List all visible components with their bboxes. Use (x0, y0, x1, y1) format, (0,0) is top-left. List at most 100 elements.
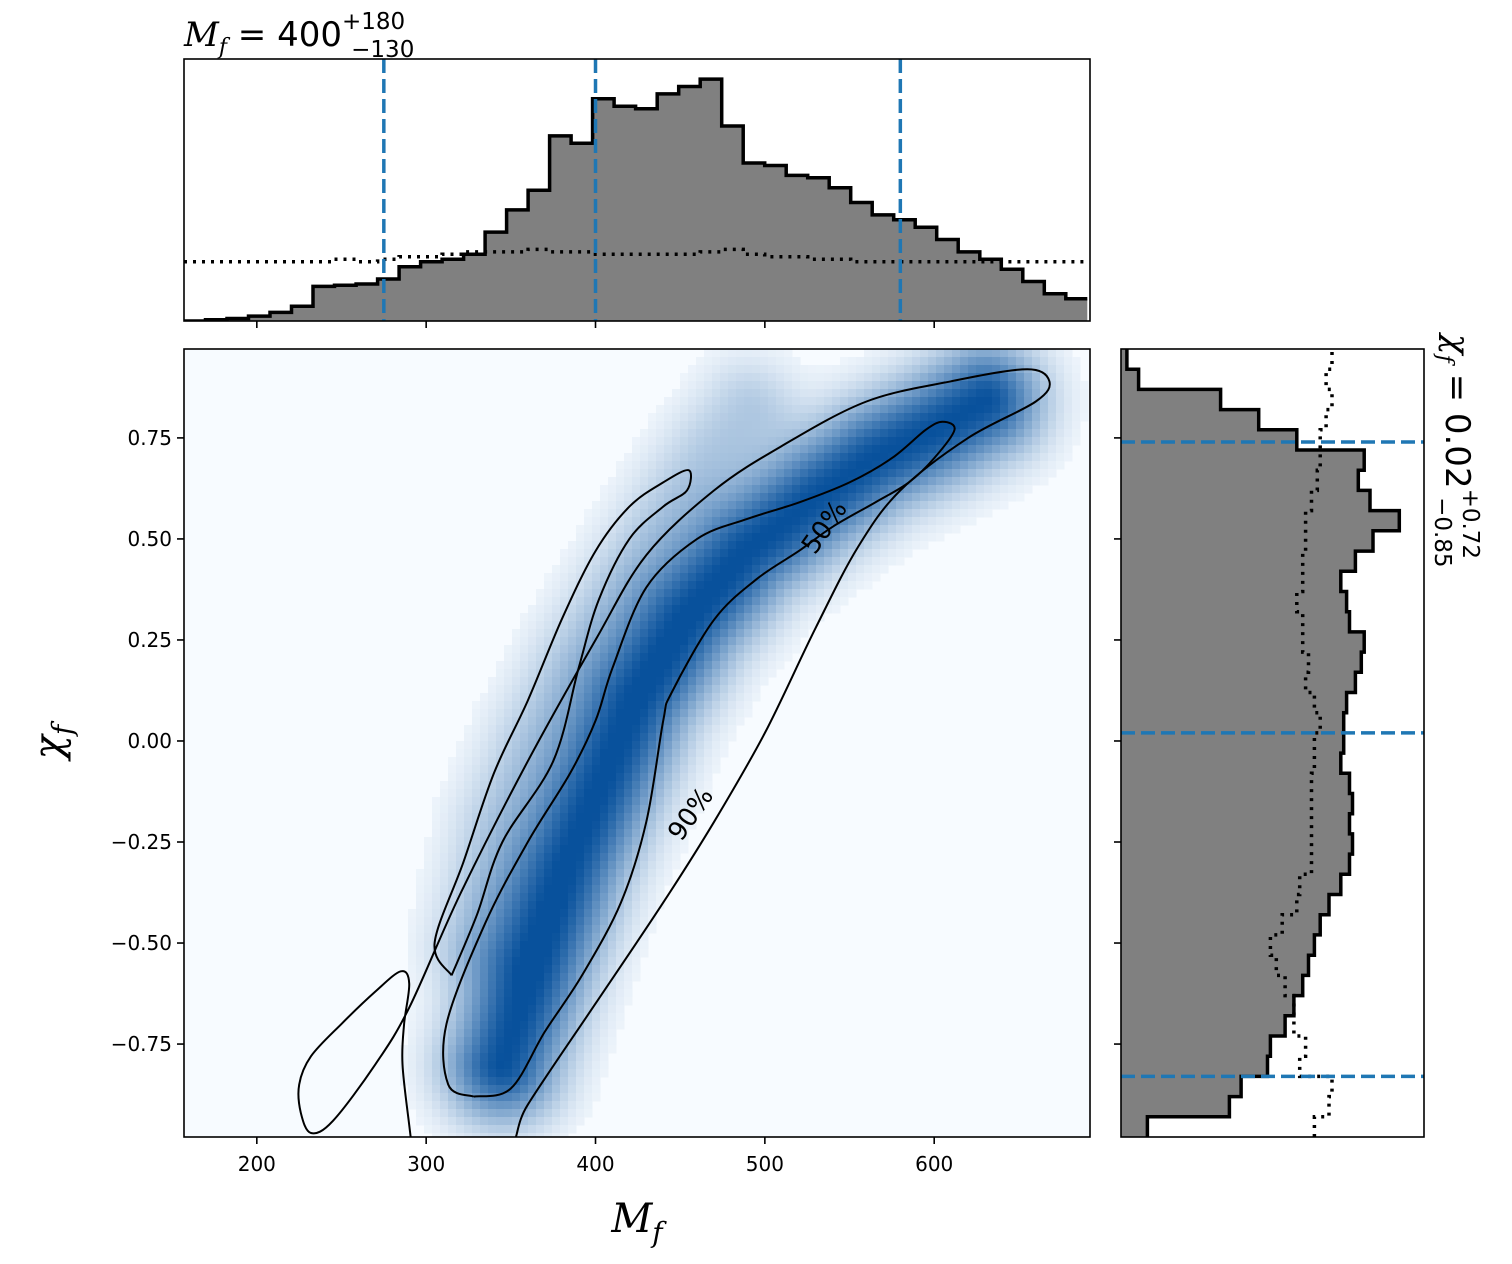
heatmap-cell (944, 397, 953, 406)
heatmap-cell (928, 469, 937, 478)
heatmap-cell (496, 901, 505, 910)
heatmap-cell (616, 989, 625, 998)
heatmap-cell (432, 989, 441, 998)
heatmap-cell (800, 541, 809, 550)
heatmap-cell (432, 997, 441, 1006)
heatmap-cell (864, 493, 873, 502)
heatmap-cell (504, 877, 513, 886)
heatmap-cell (912, 541, 921, 550)
heatmap-cell (816, 525, 825, 534)
heatmap-cell (800, 621, 809, 630)
heatmap-cell (720, 629, 729, 638)
top-title-median: = 400 (227, 15, 342, 55)
heatmap-cell (960, 517, 969, 526)
heatmap-cell (640, 461, 649, 470)
y-tick-label: 0.25 (127, 628, 172, 652)
heatmap-cell (496, 1077, 505, 1086)
heatmap-cell (584, 693, 593, 702)
heatmap-cell (744, 405, 753, 414)
heatmap-cell (776, 429, 785, 438)
heatmap-cell (680, 765, 689, 774)
heatmap-cell (752, 661, 761, 670)
heatmap-cell (792, 581, 801, 590)
heatmap-cell (536, 941, 545, 950)
heatmap-cell (712, 533, 721, 542)
heatmap-cell (648, 517, 657, 526)
heatmap-cell (504, 1117, 513, 1126)
heatmap-cell (624, 653, 633, 662)
heatmap-cell (520, 997, 529, 1006)
heatmap-cell (440, 781, 449, 790)
heatmap-cell (728, 373, 737, 382)
heatmap-cell (632, 669, 641, 678)
heatmap-cell (920, 373, 929, 382)
heatmap-cell (456, 1045, 465, 1054)
heatmap-cell (696, 733, 705, 742)
heatmap-cell (728, 717, 737, 726)
heatmap-cell (536, 621, 545, 630)
heatmap-cell (664, 661, 673, 670)
heatmap-cell (640, 717, 649, 726)
heatmap-cell (816, 405, 825, 414)
heatmap-cell (528, 821, 537, 830)
heatmap-cell (456, 813, 465, 822)
heatmap-cell (792, 485, 801, 494)
heatmap-cell (664, 669, 673, 678)
heatmap-cell (800, 397, 809, 406)
y-tick-label: 0.75 (127, 426, 172, 450)
heatmap-cell (968, 453, 977, 462)
heatmap-cell (448, 773, 457, 782)
heatmap-cell (432, 1045, 441, 1054)
heatmap-cell (680, 573, 689, 582)
heatmap-cell (1000, 453, 1009, 462)
heatmap-cell (544, 821, 553, 830)
heatmap-cell (1072, 421, 1081, 430)
heatmap-cell (656, 645, 665, 654)
heatmap-cell (472, 925, 481, 934)
heatmap-cell (888, 493, 897, 502)
heatmap-cell (720, 373, 729, 382)
heatmap-cell (680, 501, 689, 510)
heatmap-cell (752, 517, 761, 526)
heatmap-cell (464, 973, 473, 982)
heatmap-cell (416, 909, 425, 918)
heatmap-cell (696, 373, 705, 382)
heatmap-cell (896, 373, 905, 382)
heatmap-cell (728, 573, 737, 582)
heatmap-cell (640, 565, 649, 574)
heatmap-cell (912, 493, 921, 502)
heatmap-cell (760, 461, 769, 470)
heatmap-cell (1000, 421, 1009, 430)
heatmap-cell (584, 773, 593, 782)
heatmap-cell (680, 469, 689, 478)
heatmap-cell (568, 725, 577, 734)
heatmap-cell (608, 845, 617, 854)
heatmap-cell (872, 573, 881, 582)
heatmap-cell (576, 821, 585, 830)
heatmap-cell (552, 1093, 561, 1102)
heatmap-cell (536, 1125, 545, 1134)
heatmap-cell (824, 429, 833, 438)
heatmap-cell (848, 461, 857, 470)
heatmap-cell (888, 357, 897, 366)
heatmap-cell (904, 437, 913, 446)
heatmap-cell (616, 765, 625, 774)
heatmap-cell (696, 717, 705, 726)
heatmap-cell (680, 397, 689, 406)
heatmap-cell (1008, 453, 1017, 462)
heatmap-cell (688, 629, 697, 638)
heatmap-cell (712, 397, 721, 406)
heatmap-cell (480, 949, 489, 958)
heatmap-cell (952, 373, 961, 382)
heatmap-cell (864, 453, 873, 462)
heatmap-cell (448, 1021, 457, 1030)
heatmap-cell (584, 805, 593, 814)
heatmap-cell (672, 781, 681, 790)
heatmap-cell (664, 741, 673, 750)
heatmap-cell (744, 645, 753, 654)
heatmap-cell (984, 469, 993, 478)
heatmap-cell (608, 613, 617, 622)
heatmap-cell (656, 541, 665, 550)
heatmap-cell (488, 917, 497, 926)
heatmap-cell (744, 709, 753, 718)
